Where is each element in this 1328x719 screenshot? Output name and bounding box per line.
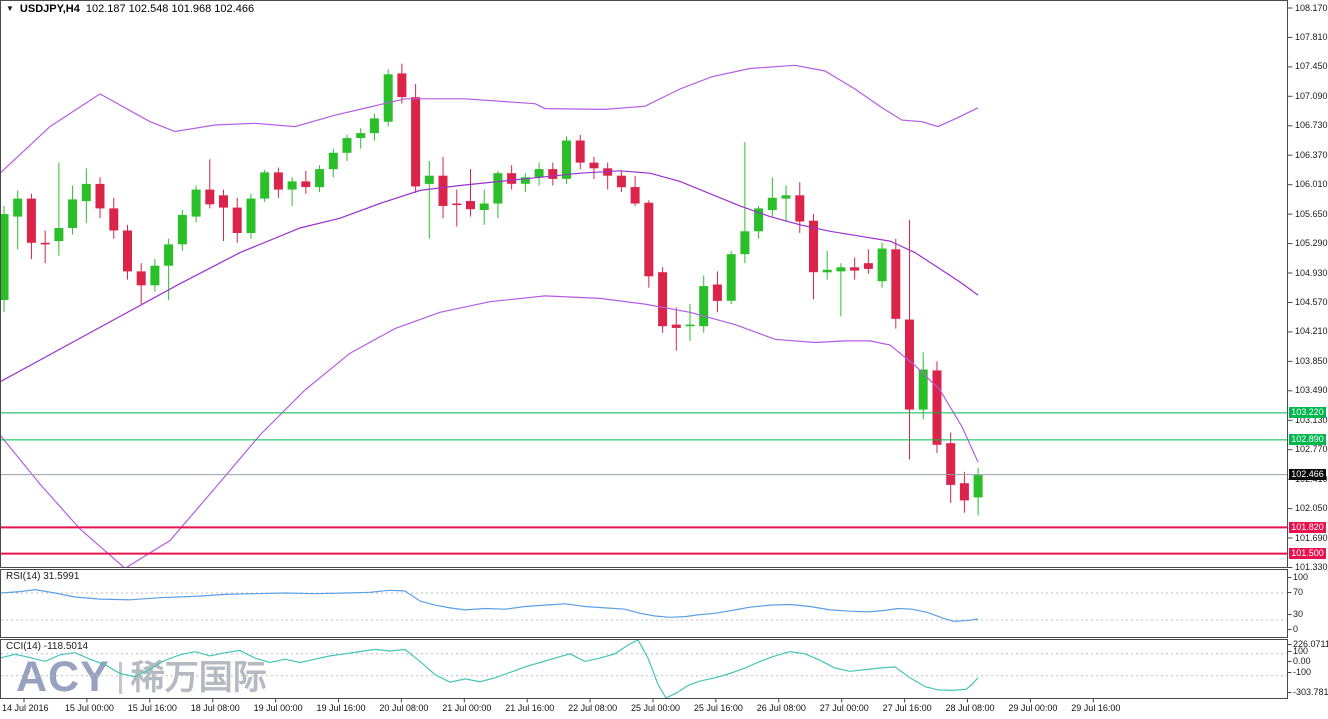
cci-axis-label: -303.7816 <box>1293 687 1328 697</box>
symbol-dropdown-icon[interactable]: ▼ <box>6 4 14 13</box>
price-axis-label: 104.570 <box>1295 296 1328 307</box>
time-axis-label: 19 Jul 16:00 <box>316 703 366 713</box>
cci-pane-label: CCI(14) -118.5014 <box>6 641 89 652</box>
rsi-axis-label: 70 <box>1293 587 1304 597</box>
time-axis-label: 18 Jul 08:00 <box>190 703 240 713</box>
price-axis-label: 108.170 <box>1295 2 1328 13</box>
time-axis-label: 14 Jul 2016 <box>2 703 49 713</box>
price-axis-label: 105.290 <box>1295 238 1328 249</box>
chart-symbol-timeframe: USDJPY,H4 <box>19 3 80 15</box>
price-axis-label: 102.770 <box>1295 444 1328 455</box>
price-badge: 101.820 <box>1289 521 1326 533</box>
price-axis-label: 103.130 <box>1295 414 1328 425</box>
time-axis-label: 22 Jul 08:00 <box>568 703 618 713</box>
time-axis-label: 15 Jul 00:00 <box>64 703 114 713</box>
chart-title-bar: ▼ USDJPY,H4 102.187 102.548 101.968 102.… <box>6 3 254 15</box>
time-axis-label: 29 Jul 00:00 <box>1008 703 1058 713</box>
price-badge: 102.466 <box>1289 469 1326 481</box>
price-axis-label: 104.210 <box>1295 326 1328 337</box>
price-axis-label: 101.690 <box>1295 532 1328 543</box>
time-axis-label: 19 Jul 00:00 <box>253 703 303 713</box>
price-axis-label: 107.810 <box>1295 31 1328 42</box>
price-axis-label: 107.450 <box>1295 61 1328 72</box>
time-axis-label: 26 Jul 08:00 <box>756 703 806 713</box>
chart-ohlc-values: 102.187 102.548 101.968 102.466 <box>85 3 255 15</box>
price-badge: 101.500 <box>1289 548 1326 560</box>
time-axis-label: 27 Jul 16:00 <box>882 703 932 713</box>
time-axis-label: 27 Jul 00:00 <box>819 703 869 713</box>
watermark-separator <box>118 661 122 694</box>
price-axis-label: 107.090 <box>1295 90 1328 101</box>
rsi-axis-label: 0 <box>1293 624 1299 634</box>
rsi-pane-label: RSI(14) 31.5991 <box>6 571 80 582</box>
time-axis-label: 29 Jul 16:00 <box>1071 703 1121 713</box>
cci-axis-label: -100 <box>1293 667 1312 677</box>
price-axis-label: 105.650 <box>1295 208 1328 219</box>
broker-watermark: ACY 稀万国际 <box>16 656 267 699</box>
time-axis-label: 20 Jul 08:00 <box>379 703 429 713</box>
price-axis-label: 106.370 <box>1295 149 1328 160</box>
time-axis-label: 15 Jul 16:00 <box>127 703 177 713</box>
time-axis-label: 21 Jul 00:00 <box>442 703 492 713</box>
price-axis-label: 103.850 <box>1295 355 1328 366</box>
rsi-axis-label: 100 <box>1293 572 1309 582</box>
price-badge: 103.220 <box>1289 407 1326 419</box>
price-axis-label: 106.010 <box>1295 179 1328 190</box>
time-axis-label: 28 Jul 08:00 <box>945 703 995 713</box>
cci-axis-label: 226.0711 <box>1293 639 1328 649</box>
broker-logo-text: ACY <box>16 653 110 701</box>
rsi-axis-label: 30 <box>1293 609 1304 619</box>
cci-axis-label: 100 <box>1293 646 1309 656</box>
time-axis-label: 25 Jul 16:00 <box>693 703 743 713</box>
price-axis-label: 101.330 <box>1295 561 1328 572</box>
time-axis-label: 25 Jul 00:00 <box>631 703 681 713</box>
time-axis-label: 21 Jul 16:00 <box>505 703 555 713</box>
price-axis-label: 106.730 <box>1295 120 1328 131</box>
price-axis-label: 102.050 <box>1295 503 1328 514</box>
price-axis-label: 104.930 <box>1295 267 1328 278</box>
cci-axis-label: 0.00 <box>1293 656 1311 666</box>
broker-logo-cn-text: 稀万国际 <box>130 658 267 697</box>
price-axis-label: 103.490 <box>1295 385 1328 396</box>
price-badge: 102.890 <box>1289 434 1326 446</box>
